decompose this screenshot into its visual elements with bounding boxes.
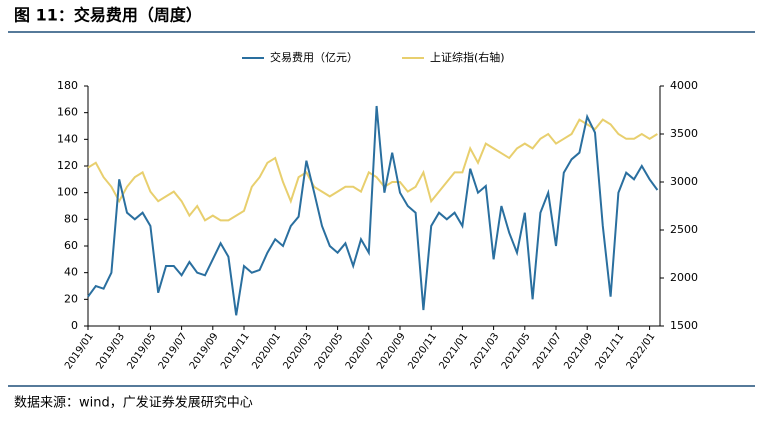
y2-tick-label: 2500 (670, 223, 698, 236)
x-tick-label: 2020/03 (281, 331, 314, 371)
y-tick-label: 140 (57, 132, 78, 145)
y-tick-label: 100 (57, 186, 78, 199)
x-tick-label: 2021/05 (500, 331, 533, 371)
x-tick-label: 2019/05 (125, 331, 158, 371)
x-tick-label: 2022/01 (625, 331, 658, 371)
chart-title: 图 11：交易费用（周度） (14, 6, 202, 25)
x-tick-label: 2021/09 (562, 331, 595, 371)
y2-tick-label: 2000 (670, 271, 698, 284)
y-tick-label: 20 (64, 292, 78, 305)
series-line (87, 105, 659, 316)
y-tick-label: 120 (57, 159, 78, 172)
y-tick-label: 0 (71, 319, 78, 332)
y-tick-label: 80 (64, 212, 78, 225)
y2-tick-label: 4000 (670, 79, 698, 92)
x-tick-label: 2020/09 (375, 331, 408, 371)
y-tick-label: 160 (57, 106, 78, 119)
x-tick-label: 2020/11 (406, 331, 439, 371)
x-tick-label: 2021/03 (469, 331, 502, 371)
x-tick-label: 2019/01 (63, 331, 96, 371)
y2-tick-label: 1500 (670, 319, 698, 332)
y-tick-label: 40 (64, 266, 78, 279)
x-tick-label: 2021/07 (531, 331, 564, 371)
x-tick-label: 2019/07 (157, 331, 190, 371)
legend-label: 上证综指(右轴) (430, 50, 505, 64)
legend-label: 交易费用（亿元） (270, 50, 358, 64)
y-tick-label: 180 (57, 79, 78, 92)
x-tick-label: 2019/09 (188, 331, 221, 371)
x-tick-label: 2020/07 (344, 331, 377, 371)
x-tick-label: 2019/11 (219, 331, 252, 371)
y2-tick-label: 3000 (670, 175, 698, 188)
source: 数据来源：wind，广发证券发展研究中心 (14, 395, 253, 411)
x-tick-label: 2021/01 (437, 331, 470, 371)
y-tick-label: 60 (64, 239, 78, 252)
x-tick-label: 2021/11 (593, 331, 626, 371)
x-tick-label: 2019/03 (94, 331, 127, 371)
x-tick-label: 2020/01 (250, 331, 283, 371)
x-tick-label: 2020/05 (313, 331, 346, 371)
y2-tick-label: 3500 (670, 127, 698, 140)
